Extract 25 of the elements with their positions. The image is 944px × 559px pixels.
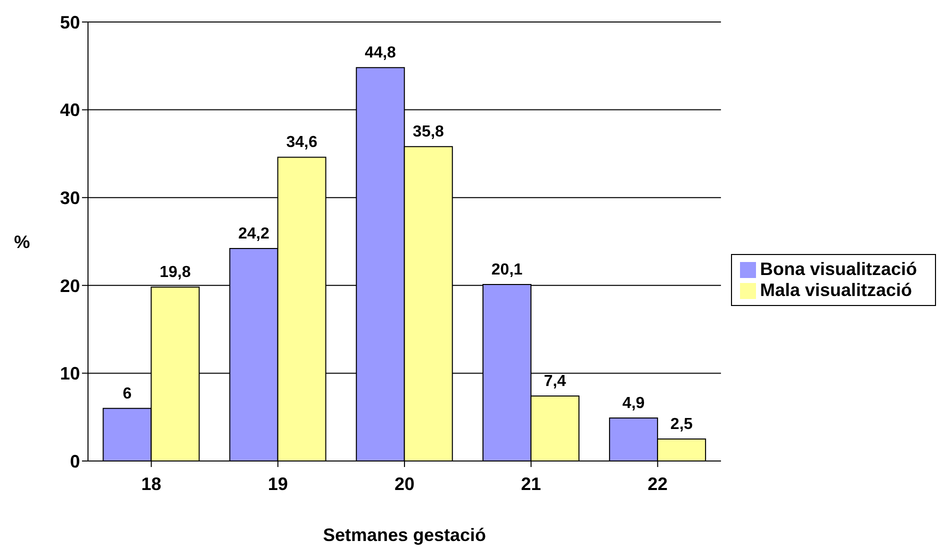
- x-axis-title: Setmanes gestació: [322, 525, 486, 545]
- y-tick-label: 40: [60, 100, 80, 120]
- data-label: 6: [122, 385, 132, 402]
- data-label: 4,9: [622, 394, 645, 412]
- data-label: 7,4: [544, 373, 566, 390]
- y-tick-label: 10: [60, 364, 80, 384]
- data-label: 24,2: [238, 226, 270, 243]
- y-tick-label: 50: [60, 12, 80, 32]
- y-tick-label: 20: [60, 276, 80, 296]
- data-label: 35,8: [412, 124, 444, 141]
- data-label: 34,6: [286, 134, 318, 152]
- data-label: 20,1: [491, 262, 523, 279]
- data-label: 2,5: [670, 416, 693, 434]
- legend-label: Mala visualització: [760, 280, 912, 300]
- y-axis-title: %: [14, 232, 30, 252]
- legend-label: Bona visualització: [760, 258, 917, 278]
- data-label: 44,8: [364, 44, 396, 62]
- x-tick-label: 22: [648, 474, 668, 494]
- y-tick-label: 0: [70, 451, 80, 472]
- y-tick-label: 30: [60, 188, 80, 208]
- x-tick-label: 20: [394, 474, 414, 494]
- x-tick-label: 19: [268, 474, 288, 494]
- data-label: 19,8: [160, 264, 191, 282]
- x-tick-label: 18: [141, 474, 162, 494]
- x-tick-label: 21: [521, 474, 542, 494]
